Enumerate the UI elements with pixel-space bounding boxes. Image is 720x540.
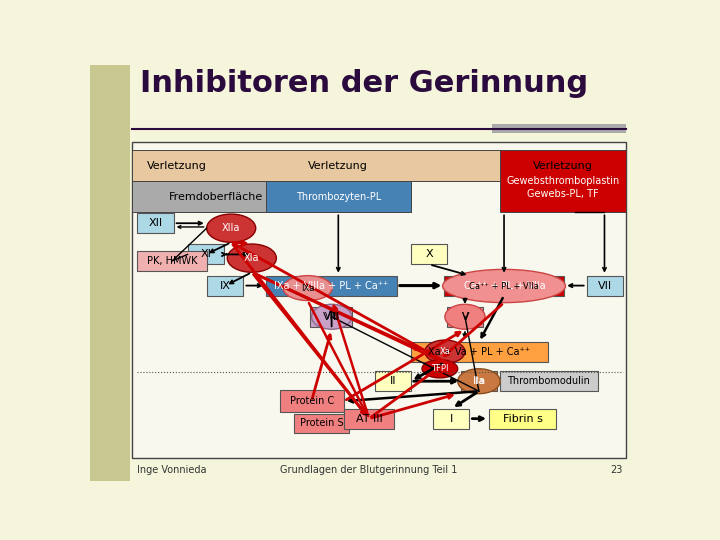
FancyBboxPatch shape	[344, 409, 394, 429]
FancyBboxPatch shape	[294, 414, 349, 433]
FancyBboxPatch shape	[461, 371, 498, 391]
Text: Inge Vonnieda: Inge Vonnieda	[138, 465, 207, 475]
Text: IIa: IIa	[474, 377, 484, 386]
Text: V: V	[462, 312, 468, 322]
FancyBboxPatch shape	[188, 245, 224, 265]
FancyBboxPatch shape	[444, 275, 564, 295]
Ellipse shape	[422, 360, 458, 378]
FancyBboxPatch shape	[280, 390, 344, 412]
Text: Ca⁺⁺ + PL + VIIa: Ca⁺⁺ + PL + VIIa	[469, 281, 539, 291]
Text: IXa: IXa	[301, 284, 315, 293]
Text: IXa + VIIIa + PL + Ca⁺⁺: IXa + VIIIa + PL + Ca⁺⁺	[274, 281, 389, 291]
Ellipse shape	[443, 269, 565, 302]
FancyBboxPatch shape	[411, 342, 547, 362]
Text: Fremdoberfläche: Fremdoberfläche	[168, 192, 263, 202]
Text: XIa: XIa	[244, 253, 260, 263]
Ellipse shape	[228, 244, 276, 272]
Ellipse shape	[283, 275, 332, 301]
Text: VIII: VIII	[325, 312, 338, 321]
Text: Thrombozyten-PL: Thrombozyten-PL	[296, 192, 381, 202]
FancyBboxPatch shape	[374, 371, 411, 391]
FancyBboxPatch shape	[90, 65, 130, 481]
Text: XIIa: XIIa	[222, 223, 240, 233]
Text: Xa + Va + PL + Ca⁺⁺: Xa + Va + PL + Ca⁺⁺	[428, 347, 530, 357]
FancyBboxPatch shape	[138, 213, 174, 233]
FancyBboxPatch shape	[132, 141, 626, 458]
Ellipse shape	[207, 214, 256, 242]
Ellipse shape	[445, 305, 485, 329]
Text: VIII: VIII	[323, 312, 340, 322]
Text: Verletzung: Verletzung	[308, 161, 368, 171]
Text: Verletzung: Verletzung	[534, 161, 593, 171]
Text: 23: 23	[611, 465, 623, 475]
FancyBboxPatch shape	[447, 307, 483, 327]
Text: V: V	[462, 312, 469, 322]
FancyBboxPatch shape	[492, 124, 626, 133]
FancyBboxPatch shape	[411, 245, 447, 265]
Text: Ca⁺⁺ + PL + VIIa: Ca⁺⁺ + PL + VIIa	[464, 281, 545, 291]
Ellipse shape	[312, 305, 351, 329]
FancyBboxPatch shape	[587, 275, 623, 295]
Ellipse shape	[425, 340, 465, 363]
Text: Thrombomodulin: Thrombomodulin	[508, 376, 590, 386]
FancyBboxPatch shape	[266, 275, 397, 295]
FancyBboxPatch shape	[138, 251, 207, 271]
Text: I: I	[450, 414, 453, 424]
Text: Inhibitoren der Gerinnung: Inhibitoren der Gerinnung	[140, 69, 588, 98]
FancyBboxPatch shape	[500, 371, 598, 391]
FancyBboxPatch shape	[266, 181, 411, 212]
Text: Fibrin s: Fibrin s	[503, 414, 542, 424]
Ellipse shape	[458, 369, 500, 394]
FancyBboxPatch shape	[433, 409, 469, 429]
Text: X: X	[426, 249, 433, 259]
Text: PK, HMWK: PK, HMWK	[147, 255, 197, 266]
Text: Grundlagen der Blutgerinnung Teil 1: Grundlagen der Blutgerinnung Teil 1	[280, 465, 458, 475]
Text: TFPI: TFPI	[431, 364, 449, 373]
FancyBboxPatch shape	[207, 275, 243, 295]
Text: II: II	[390, 376, 396, 386]
Text: VII: VII	[598, 281, 612, 291]
Text: IX: IX	[220, 281, 230, 291]
Text: Xa: Xa	[439, 347, 450, 356]
Text: AT III: AT III	[356, 414, 382, 424]
Text: XI: XI	[200, 249, 211, 259]
Text: IIa: IIa	[472, 376, 486, 386]
FancyBboxPatch shape	[132, 181, 411, 212]
Text: Gewebs-PL, TF: Gewebs-PL, TF	[527, 188, 599, 199]
Text: Gewebsthromboplastin: Gewebsthromboplastin	[507, 176, 620, 186]
FancyBboxPatch shape	[489, 409, 556, 429]
Text: XII: XII	[148, 218, 163, 228]
FancyBboxPatch shape	[500, 150, 626, 212]
FancyBboxPatch shape	[310, 307, 352, 327]
FancyBboxPatch shape	[132, 150, 626, 181]
Text: Protein S: Protein S	[300, 418, 343, 428]
Text: Protein C: Protein C	[289, 396, 334, 406]
Text: Verletzung: Verletzung	[147, 161, 207, 171]
